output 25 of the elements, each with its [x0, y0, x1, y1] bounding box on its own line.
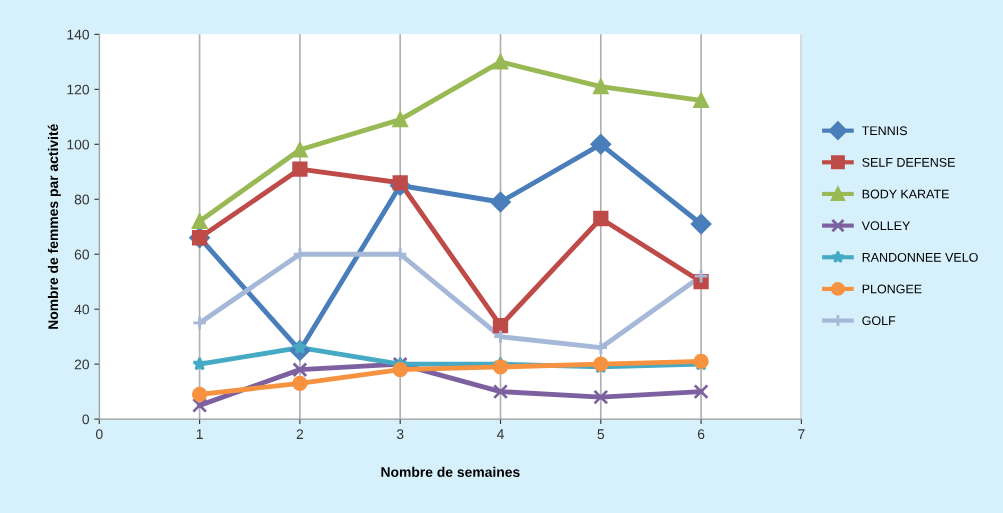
y-tick-label: 0 — [82, 414, 90, 425]
y-tick-label: 20 — [74, 359, 90, 370]
x-tick-label: 6 — [697, 429, 705, 440]
x-tick-label: 1 — [196, 429, 203, 439]
x-tick-label: 3 — [396, 429, 404, 440]
y-tick-label: 140 — [67, 29, 90, 40]
y-tick-label: 80 — [74, 194, 90, 205]
legend-label: GOLF — [862, 316, 896, 326]
legend-label: VOLLEY — [861, 221, 911, 231]
legend-label: RANDONNEE VELO — [862, 252, 978, 262]
x-axis-title: Nombre de semaines — [381, 466, 520, 477]
legend-label: BODY KARATE — [862, 189, 949, 199]
legend-label: SELF DEFENSE — [862, 157, 955, 167]
y-axis-title: Nombre de femmes par activité — [47, 124, 61, 329]
x-tick-label: 7 — [798, 429, 805, 439]
legend-label: PLONGEE — [862, 284, 922, 294]
x-tick-label: 2 — [296, 429, 304, 439]
y-tick-label: 100 — [67, 139, 90, 150]
y-tick-label: 40 — [74, 304, 90, 315]
x-tick-label: 4 — [496, 429, 504, 439]
x-tick-label: 0 — [95, 429, 103, 440]
x-tick-label: 5 — [597, 429, 605, 440]
y-tick-label: 120 — [67, 84, 90, 95]
legend-label: TENNIS — [861, 126, 907, 136]
y-tick-label: 60 — [74, 249, 90, 260]
